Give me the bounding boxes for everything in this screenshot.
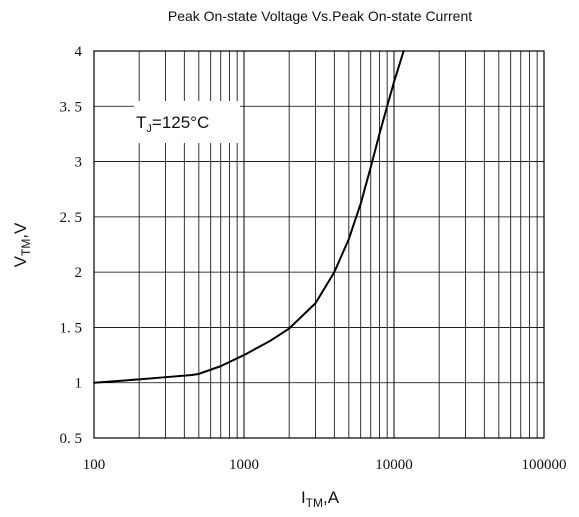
annotation-label: TJ=125°C bbox=[136, 113, 209, 135]
x-axis-label-sub: TM bbox=[306, 496, 323, 510]
annotation-sub: J bbox=[146, 123, 152, 135]
y-axis-label: VTM,V bbox=[11, 222, 33, 267]
y-tick-label: 1. 5 bbox=[60, 320, 83, 336]
y-tick-label: 1 bbox=[75, 376, 83, 392]
y-tick-label: 4 bbox=[75, 44, 83, 60]
y-axis-label-rest: ,V bbox=[11, 222, 30, 239]
series bbox=[93, 50, 405, 384]
y-tick-label: 3. 5 bbox=[60, 99, 83, 115]
x-axis-label-main: I bbox=[301, 488, 306, 507]
annotation-rest: =125°C bbox=[152, 113, 209, 132]
y-tick-label: 3 bbox=[75, 155, 83, 171]
y-axis-label-sub: TM bbox=[19, 239, 33, 256]
x-tick-label: 100000 bbox=[522, 457, 567, 473]
y-tick-label: 2 bbox=[75, 265, 83, 281]
x-tick-label: 1000 bbox=[229, 457, 259, 473]
annotation-background bbox=[134, 101, 240, 143]
x-axis-label-rest: ,A bbox=[323, 488, 340, 507]
x-tick-label: 100 bbox=[83, 457, 106, 473]
y-tick-label: 2. 5 bbox=[60, 210, 83, 226]
tick-labels: 100 1000 10000 100000 0. 5 1 1. 5 2 2. 5 3 3. 5 4 bbox=[60, 44, 567, 473]
plot-frame bbox=[93, 50, 545, 439]
x-axis-label: ITM,A bbox=[301, 488, 340, 510]
annotation-main: T bbox=[136, 113, 146, 132]
y-tick-label: 0. 5 bbox=[60, 431, 83, 447]
chart-title: Peak On-state Voltage Vs.Peak On-state C… bbox=[168, 8, 472, 24]
series-line bbox=[93, 50, 405, 384]
x-tick-label: 10000 bbox=[375, 457, 413, 473]
y-axis-label-main: V bbox=[11, 255, 30, 267]
